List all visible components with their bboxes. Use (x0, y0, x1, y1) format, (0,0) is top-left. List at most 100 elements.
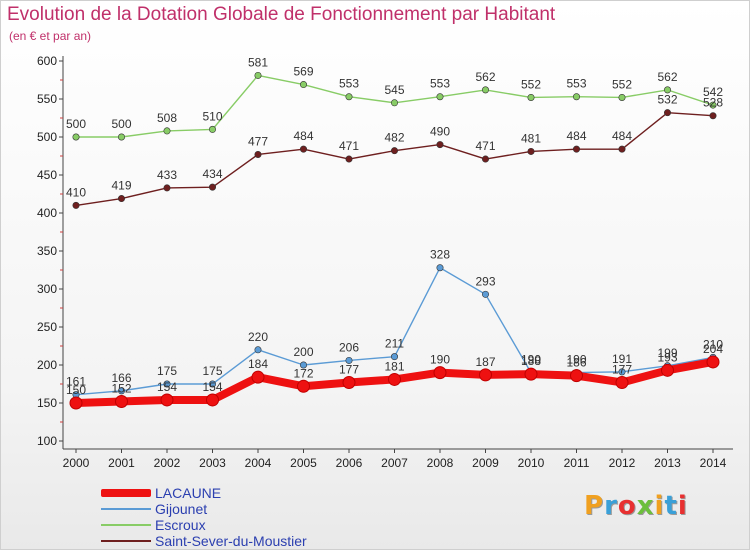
data-label: 553 (566, 77, 586, 91)
data-point (115, 394, 128, 408)
x-tick-label: 2005 (290, 456, 317, 470)
data-label: 553 (339, 77, 359, 91)
logo-letter: P (584, 491, 605, 521)
data-point (436, 141, 444, 149)
data-point (663, 86, 671, 94)
y-tick-label: 400 (37, 206, 57, 220)
data-label: 206 (339, 340, 359, 354)
data-point (661, 363, 674, 377)
data-point (527, 93, 535, 101)
x-tick-label: 2002 (154, 456, 181, 470)
data-label: 410 (66, 185, 86, 199)
data-point (299, 361, 307, 369)
data-point (436, 264, 444, 272)
legend-swatch-escroux (101, 524, 151, 526)
data-point (481, 155, 489, 163)
data-label: 545 (384, 83, 404, 97)
data-label: 150 (66, 383, 86, 397)
y-tick-label: 450 (37, 168, 57, 182)
chart-subtitle: (en € et par an) (9, 29, 92, 43)
data-point (163, 380, 171, 388)
data-label: 154 (157, 380, 177, 394)
data-label: 542 (703, 85, 723, 99)
data-label: 471 (475, 139, 495, 153)
data-point (481, 290, 489, 298)
data-point (388, 372, 401, 386)
data-point (663, 109, 671, 117)
data-label: 175 (157, 364, 177, 378)
data-label: 220 (248, 330, 268, 344)
y-tick-label: 100 (37, 434, 57, 448)
data-label: 528 (703, 96, 723, 110)
x-tick-label: 2001 (108, 456, 135, 470)
data-point (72, 201, 80, 209)
logo-letter: r (604, 491, 618, 521)
data-label: 199 (657, 346, 677, 360)
data-label: 204 (703, 342, 723, 356)
logo-letter: t (664, 491, 678, 521)
data-point (481, 86, 489, 94)
data-label: 184 (248, 357, 268, 371)
data-label: 328 (430, 248, 450, 262)
data-label: 510 (202, 109, 222, 123)
series-line-saint-sever-du-moustier (75, 111, 714, 207)
data-label: 166 (111, 371, 131, 385)
data-point (342, 375, 356, 389)
data-point (524, 367, 538, 381)
data-label: 552 (612, 77, 632, 91)
y-tick-label: 350 (37, 244, 57, 258)
logo-letter: o (617, 491, 637, 521)
data-point (572, 145, 580, 153)
data-point (118, 133, 126, 141)
x-tick-label: 2010 (518, 456, 545, 470)
data-point (254, 71, 262, 79)
data-label: 190 (566, 353, 586, 367)
data-point (251, 370, 265, 384)
data-point (618, 93, 626, 101)
y-tick-label: 600 (37, 54, 57, 68)
data-point (160, 393, 174, 407)
data-label: 293 (475, 274, 495, 288)
data-label: 562 (475, 70, 495, 84)
data-point (436, 93, 444, 101)
data-label: 481 (521, 131, 541, 145)
data-label: 190 (430, 353, 450, 367)
data-label: 175 (202, 364, 222, 378)
data-point (390, 353, 398, 361)
data-point (163, 127, 171, 135)
legend-label-gijounet: Gijounet (155, 501, 208, 517)
data-point (69, 396, 83, 410)
data-point (345, 93, 353, 101)
legend-swatch-saint-sever (101, 540, 151, 542)
data-label: 500 (111, 117, 131, 131)
x-tick-label: 2004 (245, 456, 272, 470)
data-point (345, 356, 353, 364)
data-point (709, 112, 717, 120)
y-tick-label: 250 (37, 320, 57, 334)
data-label: 434 (202, 167, 222, 181)
data-label: 552 (521, 77, 541, 91)
logo-letter: x (636, 491, 655, 521)
data-point (709, 101, 717, 109)
data-point (72, 133, 80, 141)
x-tick-label: 2000 (63, 456, 90, 470)
x-tick-label: 2009 (472, 456, 499, 470)
data-point (570, 369, 583, 383)
data-point (433, 366, 447, 380)
data-label: 152 (111, 381, 131, 395)
proxiti-logo: Proxiti (584, 491, 688, 521)
y-tick-label: 550 (37, 92, 57, 106)
data-point (254, 150, 262, 158)
data-point (527, 147, 535, 155)
data-point (206, 393, 219, 407)
legend-swatch-lacaune (101, 489, 151, 497)
data-label: 187 (475, 355, 495, 369)
data-label: 172 (293, 366, 313, 380)
data-label: 569 (293, 65, 313, 79)
data-point (209, 125, 217, 133)
data-label: 490 (430, 125, 450, 139)
data-label: 181 (384, 359, 404, 373)
data-label: 482 (384, 131, 404, 145)
